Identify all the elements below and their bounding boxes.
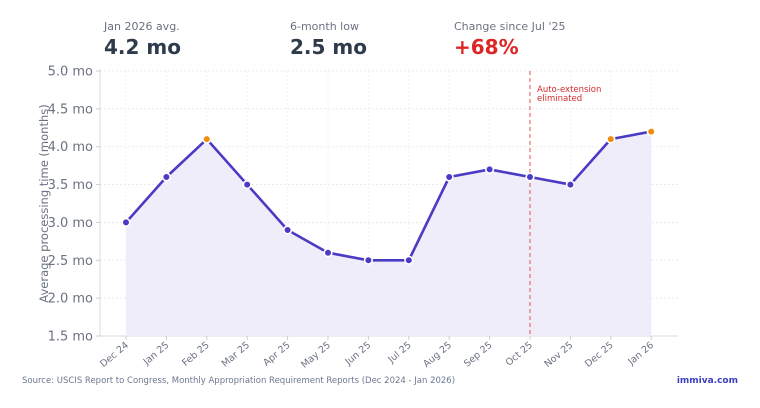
annotation-label: Auto-extension [537, 85, 601, 95]
data-point [485, 164, 495, 175]
data-point [323, 248, 333, 258]
data-point [283, 225, 293, 235]
x-tick-label: Aug 25 [421, 340, 454, 370]
y-axis-label: Average processing time (months) [37, 104, 51, 302]
x-tick-label: Jul 25 [386, 340, 414, 366]
series-line [125, 130, 652, 262]
y-tick-label: 3.0 mo [48, 216, 93, 231]
stat-label: Change since Jul '25 [454, 20, 566, 33]
data-point [444, 172, 454, 182]
stat-change-since-jul: Change since Jul '25 +68% [454, 20, 565, 59]
x-tick-label: Nov 25 [542, 340, 575, 370]
stat-value: 2.5 mo [290, 35, 367, 59]
x-tick-label: Jan 26 [625, 340, 656, 368]
data-point [202, 134, 212, 144]
data-point [606, 134, 616, 144]
data-point [404, 255, 414, 265]
data-point [121, 217, 131, 228]
stat-six-month-low: 6-month low 2.5 mo [290, 20, 367, 59]
x-tick-label: Apr 25 [261, 340, 292, 369]
y-tick-label: 3.5 mo [48, 178, 93, 193]
annotation-label: eliminated [537, 94, 582, 104]
data-point [161, 172, 171, 182]
x-tick-label: Feb 25 [180, 340, 212, 369]
y-tick-label: 2.5 mo [48, 254, 93, 269]
y-tick-label: 1.5 mo [48, 330, 93, 345]
y-tick-label: 4.0 mo [48, 140, 93, 155]
area-fill [126, 131, 652, 336]
stat-jan-avg: Jan 2026 avg. 4.2 mo [104, 20, 181, 59]
x-tick-label: Mar 25 [220, 340, 252, 370]
data-point [565, 179, 576, 190]
brand-link[interactable]: immiva.com [676, 376, 738, 386]
data-point [646, 126, 656, 137]
data-point [525, 172, 535, 182]
x-tick-label: Dec 25 [583, 340, 616, 370]
data-point [363, 255, 374, 265]
x-tick-label: Jan 25 [141, 340, 172, 368]
stat-label: Jan 2026 avg. [104, 20, 180, 33]
source-note: Source: USCIS Report to Congress, Monthl… [22, 376, 456, 386]
x-tick-labels: Dec 24 Jan 25 Feb 25 Mar 25 Apr 25 May 25 Jun … [98, 336, 656, 371]
x-tick-label: Dec 24 [98, 340, 131, 370]
data-points [121, 126, 656, 265]
x-tick-label: Sep 25 [462, 340, 494, 370]
y-tick-labels: 1.5 mo 2.0 mo 2.5 mo 3.0 mo 3.5 mo 4.0 mo 4.5 … [48, 65, 100, 345]
y-tick-label: 5.0 mo [48, 65, 93, 80]
stat-value: +68% [454, 35, 519, 59]
x-tick-label: May 25 [299, 340, 333, 371]
stat-label: 6-month low [290, 20, 359, 33]
stat-value: 4.2 mo [104, 35, 181, 59]
x-tick-label: Jun 25 [343, 340, 374, 368]
y-tick-label: 4.5 mo [48, 102, 93, 117]
y-tick-label: 2.0 mo [48, 292, 93, 307]
x-tick-label: Oct 25 [504, 340, 535, 369]
data-point [242, 179, 252, 190]
